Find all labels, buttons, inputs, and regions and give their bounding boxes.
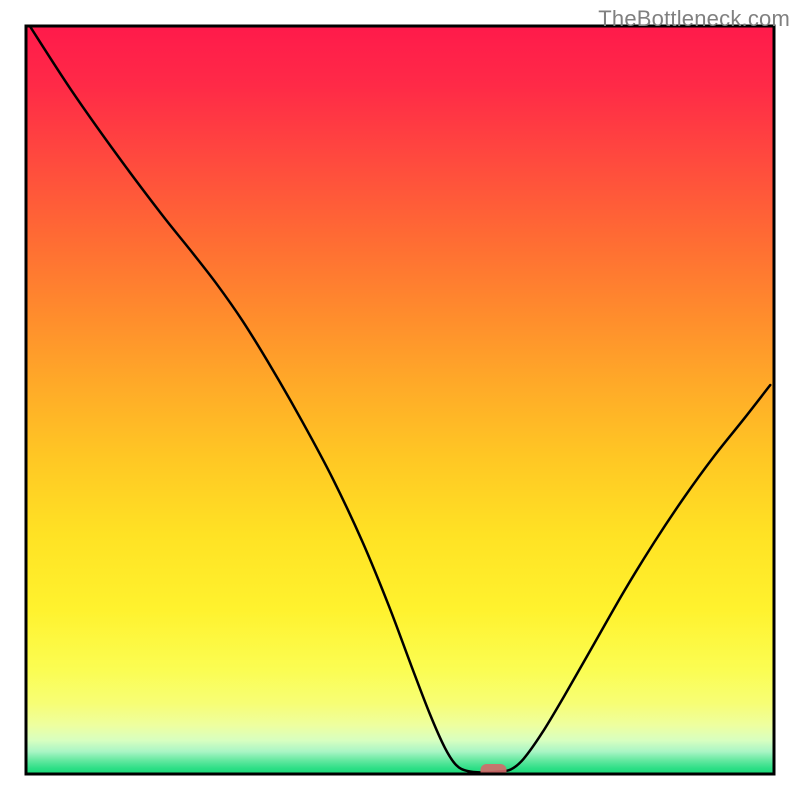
optimal-point-marker bbox=[481, 764, 507, 778]
chart-svg bbox=[0, 0, 800, 800]
watermark-text: TheBottleneck.com bbox=[598, 6, 790, 32]
plot-background bbox=[26, 26, 774, 774]
chart-stage: TheBottleneck.com bbox=[0, 0, 800, 800]
